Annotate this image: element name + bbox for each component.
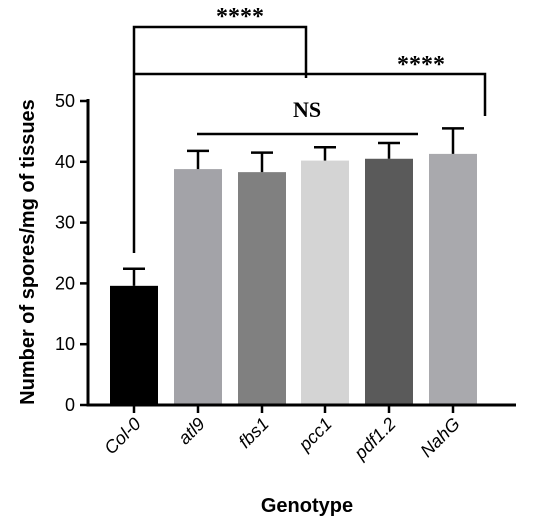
- bar-atl9: [174, 169, 222, 405]
- y-ticks-group: 0 10 20 30 40 50: [55, 91, 88, 415]
- x-tick-label: NahG: [416, 414, 463, 461]
- ns-label: NS: [293, 97, 321, 122]
- y-tick-label: 50: [55, 91, 75, 111]
- x-tick-label: pcc1: [294, 414, 336, 456]
- y-tick-label: 40: [55, 152, 75, 172]
- x-tick-label: fbs1: [235, 414, 273, 452]
- y-tick-label: 10: [55, 334, 75, 354]
- x-tick-label: atl9: [174, 414, 209, 449]
- bars-group: [110, 153, 477, 405]
- axes-group: [86, 99, 516, 407]
- significance-annotations: **** **** NS: [132, 4, 487, 253]
- bar-col-0: [110, 285, 158, 405]
- bracket-col0-nahg: [134, 72, 487, 116]
- sig-label-atl9: ****: [216, 4, 264, 30]
- x-tick-label: pdf1.2: [350, 414, 400, 464]
- x-tick-label: Col-0: [100, 414, 145, 459]
- x-axis-title: Genotype: [261, 495, 353, 517]
- y-axis-title: Number of spores/mg of tissues: [17, 99, 39, 405]
- bar-pdf1-2: [365, 158, 413, 405]
- y-tick-label: 0: [65, 395, 75, 415]
- bracket-col0-atl9: [132, 25, 308, 253]
- bar-fbs1: [238, 172, 286, 405]
- sig-label-nahg: ****: [397, 52, 445, 78]
- y-tick-label: 20: [55, 273, 75, 293]
- bar-nahg: [429, 153, 477, 405]
- y-tick-label: 30: [55, 213, 75, 233]
- bar-pcc1: [301, 160, 349, 405]
- x-ticks-group: Col-0 atl9 fbs1 pcc1 pdf1.2 NahG: [100, 405, 464, 464]
- error-bars-group: [123, 127, 464, 286]
